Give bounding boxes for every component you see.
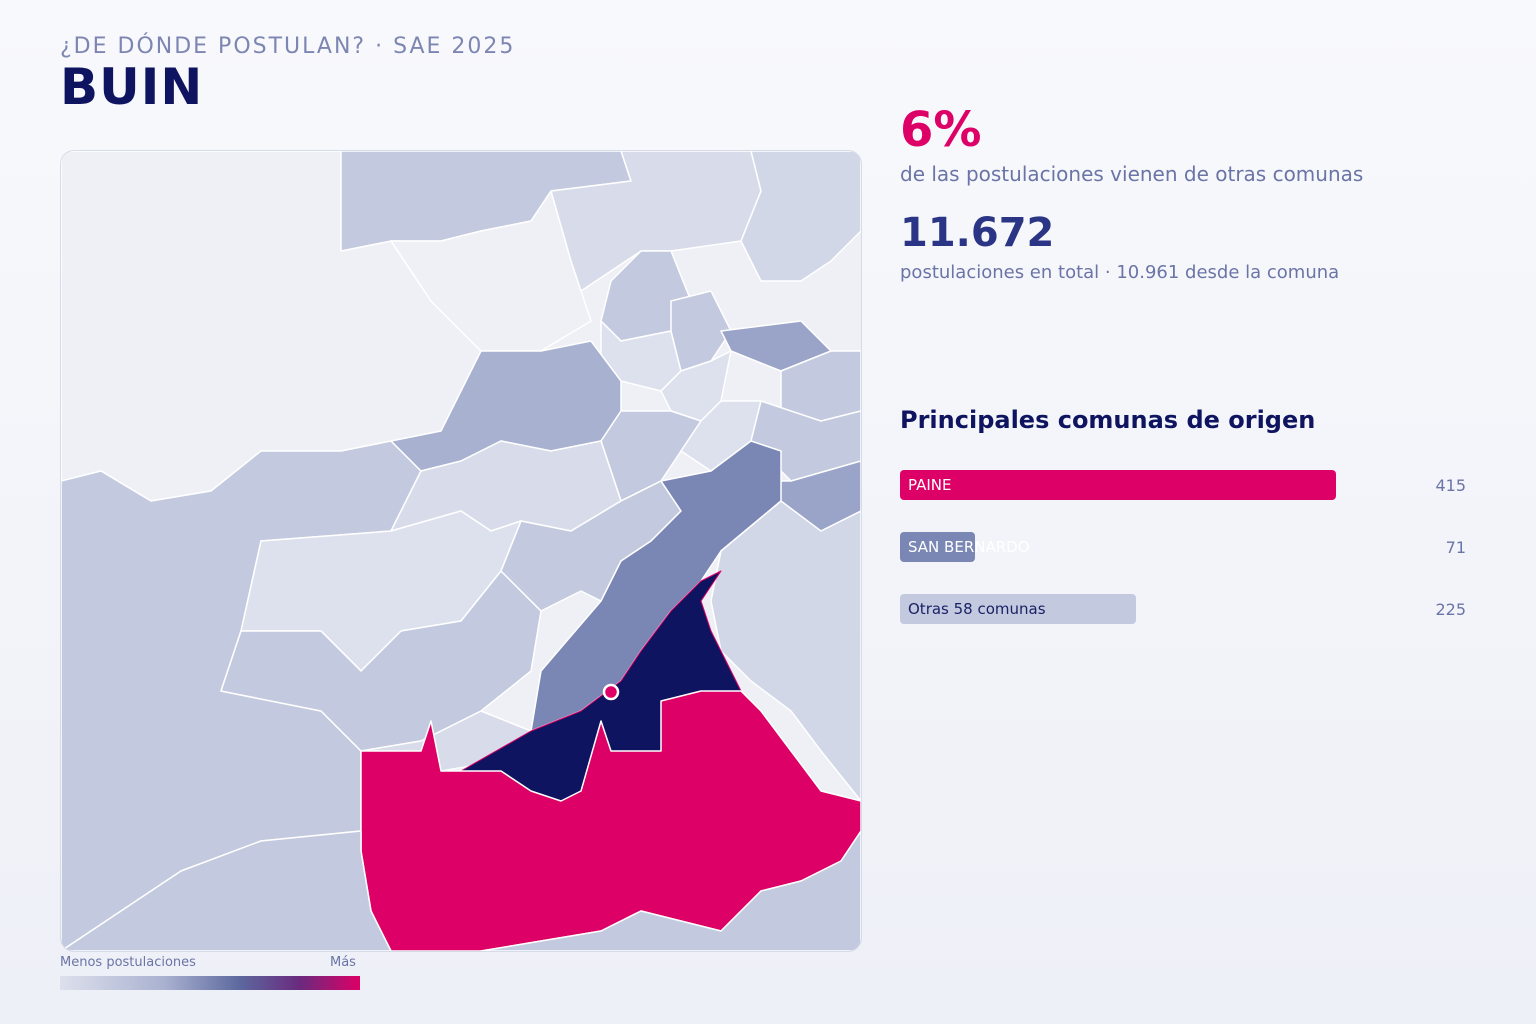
- legend-min-label: Menos postulaciones: [60, 955, 196, 970]
- total-applications-caption: postulaciones en total · 10.961 desde la…: [900, 262, 1340, 283]
- origin-label-san-bernardo: SAN BERNARDO: [908, 538, 1030, 556]
- page-kicker: ¿DE DÓNDE POSTULAN? · SAE 2025: [60, 34, 516, 59]
- comuna-west-south-2[interactable]: [220, 570, 542, 752]
- buin-location-marker[interactable]: [602, 683, 620, 701]
- comuna-east-south[interactable]: [710, 500, 861, 802]
- legend-max-label: Más: [330, 955, 356, 970]
- total-applications-value: 11.672: [900, 210, 1055, 256]
- origin-bar-san-bernardo: [900, 532, 975, 562]
- origin-value-san-bernardo: 71: [1445, 538, 1466, 557]
- page-title: BUIN: [60, 58, 204, 116]
- comuna-northeast[interactable]: [740, 151, 861, 282]
- external-share-caption: de las postulaciones vienen de otras com…: [900, 162, 1364, 186]
- origin-label-otras: Otras 58 comunas: [908, 600, 1046, 618]
- origin-row-paine[interactable]: PAINE 415: [900, 470, 1466, 500]
- choropleth-map: [60, 150, 862, 952]
- external-share-value: 6%: [900, 102, 982, 158]
- origin-bar-otras: [900, 594, 1136, 624]
- comuna-south-low[interactable]: [61, 830, 392, 951]
- comuna-south-east[interactable]: [480, 830, 861, 951]
- origin-row-otras[interactable]: Otras 58 comunas 225: [900, 594, 1466, 624]
- origins-section-title: Principales comunas de origen: [900, 406, 1316, 434]
- map-svg: [61, 151, 861, 951]
- origin-row-san-bernardo[interactable]: SAN BERNARDO 71: [900, 532, 1466, 562]
- legend-gradient-bar: [60, 976, 360, 990]
- origin-value-otras: 225: [1435, 600, 1466, 619]
- origin-label-paine: PAINE: [908, 476, 952, 494]
- origin-value-paine: 415: [1435, 476, 1466, 495]
- origin-bar-paine: [900, 470, 1336, 500]
